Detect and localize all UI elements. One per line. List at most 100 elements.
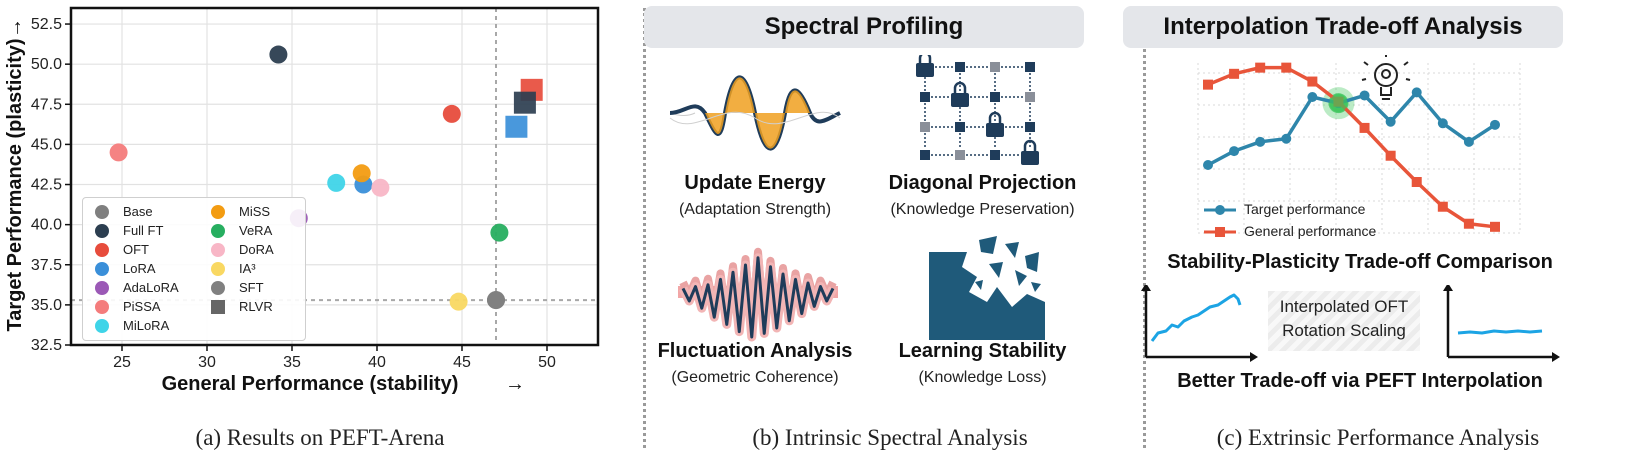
optimal-point-top [1329, 94, 1348, 113]
grid-node [955, 150, 965, 160]
x-tick-label: 40 [368, 354, 386, 371]
legend-marker [95, 205, 109, 219]
general-point [1359, 122, 1370, 133]
lock-icon [916, 63, 934, 77]
point-ia- [449, 292, 468, 311]
legend-label: RLVR [239, 299, 273, 314]
general-point [1229, 68, 1240, 79]
point-full-ft [269, 45, 288, 64]
fluctuation-analysis-title: Fluctuation Analysis [657, 340, 853, 362]
legend-label: Full FT [123, 223, 164, 238]
x-axis-label: General Performance (stability) [162, 373, 459, 395]
legend-marker [95, 281, 109, 295]
grid-node [1025, 122, 1035, 132]
grid-node [1025, 92, 1035, 102]
bottom-title: Better Trade-off via PEFT Interpolation [1177, 370, 1543, 392]
fluctuation-analysis-subtitle: (Geometric Coherence) [671, 369, 839, 386]
fluctuation-waveform-icon [678, 247, 838, 342]
grid-node [920, 122, 930, 132]
y-tick-label: 47.5 [31, 96, 62, 113]
grid-node [920, 150, 930, 160]
y-tick-label: 35.0 [31, 297, 62, 314]
diagonal-projection-label: Diagonal Projection (Knowledge Preservat… [865, 172, 1100, 219]
target-point [1411, 87, 1422, 98]
legend-label: LoRA [123, 261, 156, 276]
caption-c: (c) Extrinsic Performance Analysis [1216, 425, 1540, 450]
lock-shackle [953, 81, 967, 93]
spectral-profiling-banner: Spectral Profiling [644, 6, 1084, 48]
general-point [1307, 76, 1318, 87]
y-tick-label: 42.5 [31, 177, 62, 194]
general-point [1411, 177, 1422, 187]
point-sft [487, 291, 505, 310]
comparison-title: Stability-Plasticity Trade-off Compariso… [1167, 251, 1553, 273]
scatter-plot-frame [69, 6, 600, 347]
legend-label: IA³ [239, 261, 256, 276]
legend-target-swatch [1204, 205, 1236, 215]
panel-interpolation-analysis: Interpolation Trade-off Analysis Target … [1123, 0, 1626, 459]
target-point [1255, 136, 1266, 147]
fluctuation-analysis-label: Fluctuation Analysis (Geometric Coherenc… [645, 340, 865, 387]
target-point [1203, 160, 1213, 170]
line-legend: Target performance General performance [1202, 200, 1402, 246]
lock-icon [951, 93, 969, 107]
y-axis-arrow: → [4, 18, 26, 38]
interpolation-box-line1: Interpolated OFT [1279, 297, 1409, 316]
x-tick-label: 35 [283, 354, 301, 371]
x-tick-label: 25 [113, 354, 131, 371]
general-point [1437, 201, 1448, 212]
legend-marker [211, 262, 225, 276]
legend-label: MiSS [239, 204, 271, 219]
update-energy-label: Update Energy (Adaptation Strength) [650, 172, 860, 219]
lightbulb-icon [1361, 55, 1411, 100]
diagonal-projection-subtitle: (Knowledge Preservation) [890, 201, 1075, 218]
general-point [1255, 62, 1266, 73]
general-point [1203, 79, 1213, 90]
interpolation-banner: Interpolation Trade-off Analysis [1123, 6, 1563, 48]
interpolation-box: Interpolated OFT Rotation Scaling [1268, 291, 1420, 351]
legend-marker [95, 262, 109, 276]
x-tick-label: 30 [198, 354, 216, 371]
divider-left [643, 8, 646, 448]
point-pissa [109, 143, 128, 162]
target-point [1281, 133, 1292, 144]
fluctuation-line [681, 256, 835, 339]
lock-icon [986, 123, 1004, 137]
target-point [1359, 90, 1370, 101]
legend-marker [211, 300, 225, 314]
general-point [1281, 62, 1292, 73]
y-tick-label: 40.0 [31, 217, 62, 234]
x-axis-arrow: → [505, 373, 525, 395]
y-tick-label: 37.5 [31, 257, 62, 274]
legend-label: PiSSA [123, 299, 161, 314]
lock-shackle [1023, 139, 1037, 151]
divider-right [1143, 8, 1146, 448]
target-point [1437, 118, 1448, 129]
legend-marker [211, 224, 225, 238]
legend-general-swatch [1204, 227, 1236, 237]
point-miss [352, 164, 371, 183]
fluctuation-envelope [679, 247, 837, 335]
y-tick-label: 32.5 [31, 337, 62, 354]
lock-grid-icon [916, 55, 1039, 165]
legend-marker [95, 224, 109, 238]
grid-node [920, 92, 930, 102]
grid-node [990, 150, 1000, 160]
update-energy-subtitle: (Adaptation Strength) [678, 201, 832, 218]
general-point [1490, 221, 1500, 232]
x-tick-label: 50 [538, 354, 556, 371]
legend-marker [95, 243, 109, 257]
point-dora [371, 178, 390, 197]
after-mini-chart [1443, 285, 1560, 362]
target-point [1490, 119, 1500, 130]
grid-node [955, 122, 965, 132]
diagonal-projection-title: Diagonal Projection [888, 172, 1077, 194]
y-tick-label: 45.0 [31, 136, 62, 153]
lock-shackle [918, 55, 932, 63]
legend-marker [211, 205, 225, 219]
general-point [1463, 218, 1474, 229]
legend-marker [211, 281, 225, 295]
legend-label: OFT [123, 242, 149, 257]
general-point [1385, 150, 1396, 161]
interpolation-box-line2: Rotation Scaling [1282, 321, 1406, 340]
